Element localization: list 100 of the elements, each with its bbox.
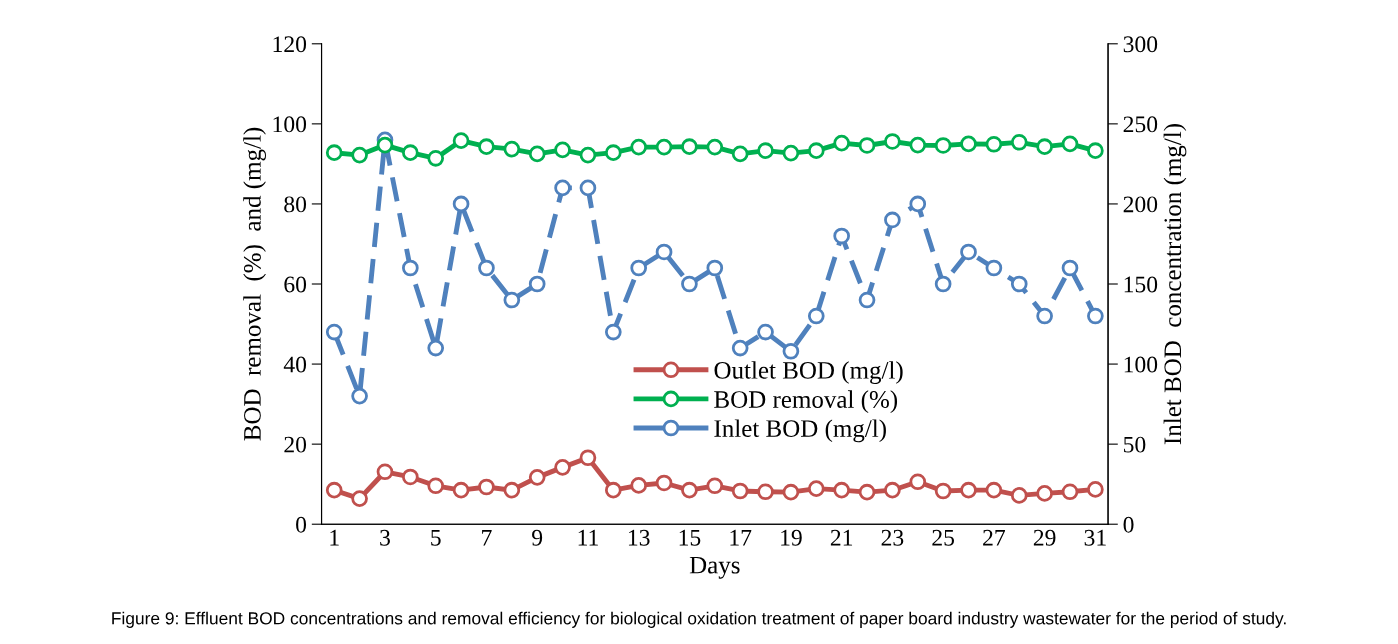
point [985,259,1003,277]
point [528,145,546,163]
x-tick-label: 15 [679,529,701,546]
point [325,323,343,341]
point [579,146,597,164]
point [655,138,673,156]
point [452,195,470,213]
point [807,142,825,160]
point [782,483,800,501]
point [630,259,648,277]
x-tick-label: 1 [330,529,339,546]
point [960,481,977,499]
x-tick-label: 11 [578,529,598,546]
point [681,138,698,156]
y-tick-label: 0 [296,516,307,533]
x-tick-label: 7 [482,530,492,546]
point [427,477,445,495]
point [554,141,571,159]
point [782,144,800,162]
point [427,149,445,167]
point [960,243,977,261]
point [706,259,724,277]
legend-label: Outlet BOD (mg/l) [714,361,903,384]
point [960,135,977,153]
point [325,481,343,499]
x-tick-label: 27 [983,529,1006,546]
point [452,132,470,150]
y-axis-title: BOD removal (%) and (mg/l) [243,127,266,441]
y-tick-label: 120 [273,36,307,53]
point [681,481,698,499]
point [452,481,470,499]
point [554,179,571,197]
point [807,480,825,497]
point [1010,487,1028,504]
point [376,136,394,154]
point [1061,135,1079,153]
point [757,142,774,160]
x-tick-label: 3 [380,529,390,546]
point [351,146,368,164]
point [884,481,901,499]
point [630,477,648,494]
point [655,243,673,261]
y-tick-label: 40 [283,356,307,373]
point [503,140,521,158]
point [376,463,394,481]
point [706,138,724,156]
legend-label: BOD removal (%) [714,390,898,414]
point [934,137,952,154]
point [731,482,749,500]
point [528,275,546,293]
y-tick-label: 20 [284,436,307,453]
x-tick-label: 29 [1033,529,1056,546]
point [858,483,876,501]
point [782,342,800,360]
point [731,145,749,163]
point [402,144,419,162]
point [1036,485,1053,502]
point [351,387,368,405]
point [604,323,622,341]
caption: Figure 9: Effluent BOD concentrations and removal efficiency for biological oxidation treatment of paper board industry wastewater for the period of study. [112,611,1286,628]
point [909,195,927,213]
point [554,459,571,476]
y2-axis-title: Inlet BOD concentration (mg/l) [1163,124,1187,445]
x-tick-label: 13 [628,529,650,546]
point [909,136,927,154]
y-tick-label: 100 [273,116,307,133]
x-tick-label: 9 [532,529,543,546]
point [1087,142,1104,160]
y-tick-label: 80 [284,196,307,213]
point [1010,275,1028,293]
y2-tick-label: 250 [1123,116,1158,133]
point [630,138,648,156]
point [807,307,825,325]
point [934,275,952,293]
point [478,138,495,156]
point [402,468,419,486]
point [1036,307,1053,325]
point [909,473,927,491]
point [402,259,419,277]
y2-tick-label: 300 [1123,36,1158,53]
point [503,481,521,499]
point [706,477,724,495]
point [884,211,901,229]
x-tick-label: 17 [730,529,752,546]
point [681,275,698,293]
point [934,482,952,500]
point [1061,259,1079,277]
point [1010,133,1028,151]
point [833,227,850,245]
y2-tick-label: 50 [1124,436,1146,453]
point [858,291,876,309]
point [833,481,850,499]
point [1087,481,1104,498]
point [985,481,1003,499]
point [604,144,622,162]
point [604,481,622,499]
point [528,469,546,486]
x-tick-label: 23 [881,529,904,546]
y-tick-label: 60 [284,276,307,293]
x-tick-label: 21 [830,529,853,546]
